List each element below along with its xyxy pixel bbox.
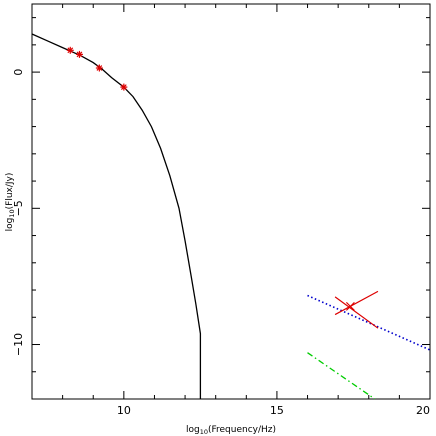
x-tick-label: 10: [117, 404, 131, 417]
bowtie-center: [345, 301, 355, 311]
x-tick-label: 20: [416, 404, 430, 417]
bowtie-group: [334, 290, 379, 329]
series-group: [32, 33, 430, 399]
bowtie-upper: [334, 290, 379, 316]
bowtie-lower: [334, 296, 379, 329]
series-line-2: [307, 294, 430, 351]
series-line-3: [307, 352, 376, 399]
data-point: [66, 46, 74, 54]
y-tick-label: −5: [12, 200, 25, 216]
data-point: [120, 83, 128, 91]
data-point: [95, 64, 103, 72]
data-point: [75, 50, 83, 58]
axis-ticks: [31, 4, 431, 400]
x-tick-label: 15: [270, 404, 284, 417]
y-axis-title: log10(Flux/Jy): [5, 173, 16, 232]
plot-frame: [31, 3, 431, 400]
data-points: [66, 46, 128, 91]
y-tick-label: −10: [12, 333, 25, 356]
y-tick-label: 0: [12, 69, 25, 76]
x-axis-title: log10(Frequency/Hz): [186, 425, 276, 436]
series-line-1: [32, 33, 202, 399]
tick-labels: 10 15 20 0 −5 −10: [12, 69, 430, 417]
